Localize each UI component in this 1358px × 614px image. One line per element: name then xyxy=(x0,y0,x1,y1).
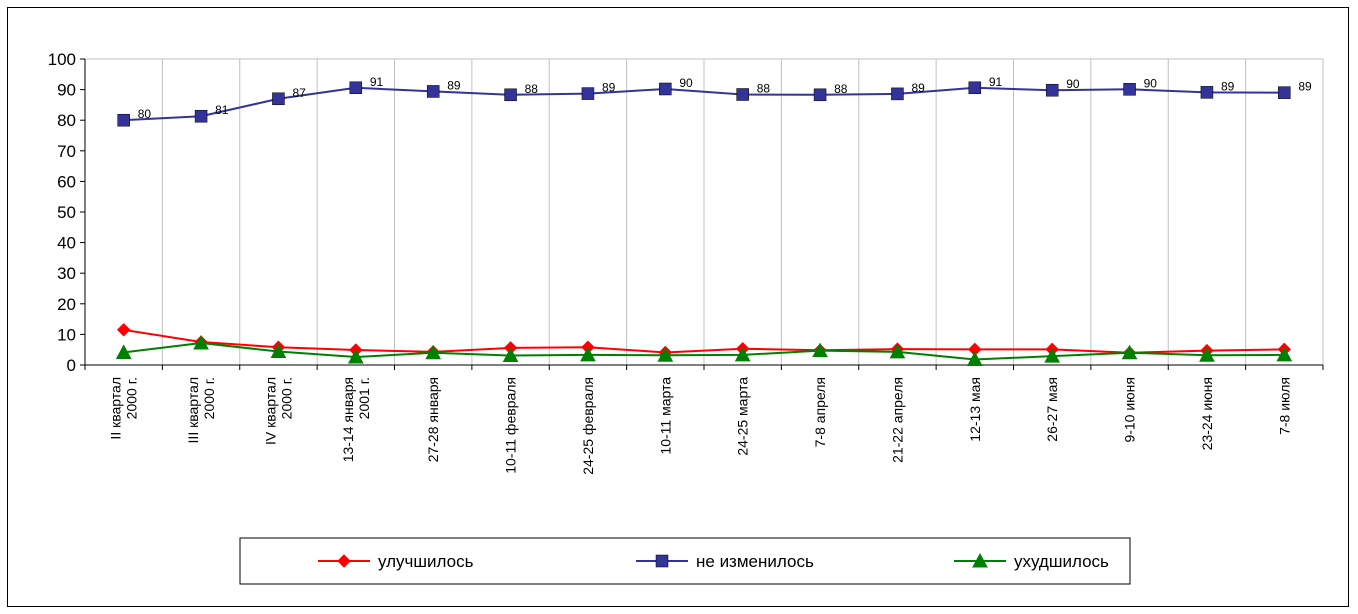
data-point xyxy=(966,351,983,366)
x-tick-label: III квартал xyxy=(185,377,201,443)
data-point xyxy=(194,109,208,123)
x-tick-label: 10-11 февраля xyxy=(503,377,519,474)
x-tick-label: 26-27 мая xyxy=(1044,377,1060,442)
y-tick-label: 40 xyxy=(57,234,76,253)
data-point xyxy=(1278,86,1291,99)
series-line xyxy=(123,86,1285,122)
x-tick-label: 7-8 апреля xyxy=(812,377,828,447)
data-label: 89 xyxy=(911,81,925,95)
data-point xyxy=(1199,347,1215,362)
data-label: 91 xyxy=(370,75,384,89)
x-tick-label: 24-25 февраля xyxy=(580,377,596,475)
x-tick-label: 23-24 июня xyxy=(1199,377,1215,450)
x-tick-label: 2000 г. xyxy=(124,377,140,419)
data-label: 88 xyxy=(757,81,771,95)
data-label: 88 xyxy=(834,82,848,96)
x-tick-label: 7-8 июля xyxy=(1276,377,1292,435)
y-tick-label: 30 xyxy=(57,264,76,283)
data-point xyxy=(425,344,442,360)
data-label: 89 xyxy=(1298,80,1312,94)
x-tick-label: 9-10 июня xyxy=(1122,377,1138,443)
data-point xyxy=(272,92,285,106)
data-point xyxy=(813,88,827,102)
data-point xyxy=(659,82,672,96)
data-point xyxy=(502,347,519,363)
data-point xyxy=(1044,348,1061,363)
data-point xyxy=(426,85,440,98)
data-point xyxy=(657,347,674,362)
data-label: 80 xyxy=(138,107,152,121)
x-tick-label: II квартал xyxy=(108,377,124,440)
data-point xyxy=(270,343,287,359)
data-point xyxy=(734,346,751,362)
data-point xyxy=(736,88,749,101)
legend-label: не изменилось xyxy=(696,552,814,571)
data-point xyxy=(349,81,363,95)
legend-marker xyxy=(337,554,351,568)
data-point xyxy=(117,113,130,127)
series-line xyxy=(123,328,1285,354)
y-tick-label: 80 xyxy=(57,111,76,130)
x-tick-label: 13-14 января xyxy=(340,377,356,462)
legend-marker xyxy=(655,554,669,568)
data-point xyxy=(581,87,595,100)
data-point xyxy=(1123,83,1136,96)
data-point xyxy=(347,348,364,364)
legend-label: улучшилось xyxy=(378,552,474,571)
y-tick-label: 70 xyxy=(57,142,76,161)
data-label: 88 xyxy=(525,82,539,96)
data-label: 90 xyxy=(679,76,693,90)
x-tick-label: 21-22 апреля xyxy=(889,377,905,463)
x-tick-label: 27-28 января xyxy=(425,377,441,462)
data-point xyxy=(504,88,517,102)
data-point xyxy=(116,323,131,337)
data-point xyxy=(1045,83,1059,97)
x-tick-label: 12-13 мая xyxy=(967,377,983,442)
chart-frame xyxy=(7,7,1349,607)
legend-label: ухудшилось xyxy=(1014,552,1109,571)
data-point xyxy=(193,334,209,350)
data-label: 90 xyxy=(1066,77,1080,91)
x-tick-label: 24-25 марта xyxy=(735,377,751,456)
x-tick-label: 10-11 марта xyxy=(657,377,673,455)
data-label: 87 xyxy=(292,86,306,100)
legend: улучшилось не изменилось ухудшилось xyxy=(239,537,1131,585)
y-tick-label: 10 xyxy=(57,325,76,344)
x-tick-label: IV квартал xyxy=(262,377,278,445)
data-label: 89 xyxy=(1221,79,1235,93)
series-line xyxy=(123,341,1285,361)
y-tick-label: 100 xyxy=(48,50,76,69)
data-label: 90 xyxy=(1144,76,1158,90)
data-label: 89 xyxy=(602,81,616,95)
data-point xyxy=(968,81,982,95)
data-point xyxy=(580,346,596,362)
y-tick-label: 20 xyxy=(57,295,76,314)
data-point xyxy=(115,344,132,359)
data-point xyxy=(891,87,904,101)
x-tick-label: 2000 г. xyxy=(201,377,217,419)
y-tick-label: 50 xyxy=(57,203,76,222)
y-tick-label: 90 xyxy=(57,81,76,100)
x-tick-label: 2000 г. xyxy=(278,377,294,419)
data-point xyxy=(1121,344,1138,360)
data-point xyxy=(1276,346,1293,362)
data-label: 91 xyxy=(989,75,1003,89)
x-tick-label: 2001 г. xyxy=(356,377,372,419)
data-label: 81 xyxy=(215,103,229,117)
y-tick-label: 60 xyxy=(57,172,76,191)
data-point xyxy=(889,343,906,359)
data-point xyxy=(1200,86,1214,99)
data-point xyxy=(812,342,828,358)
y-tick-label: 0 xyxy=(67,356,76,375)
data-label: 89 xyxy=(447,78,461,92)
legend-marker xyxy=(972,552,988,568)
